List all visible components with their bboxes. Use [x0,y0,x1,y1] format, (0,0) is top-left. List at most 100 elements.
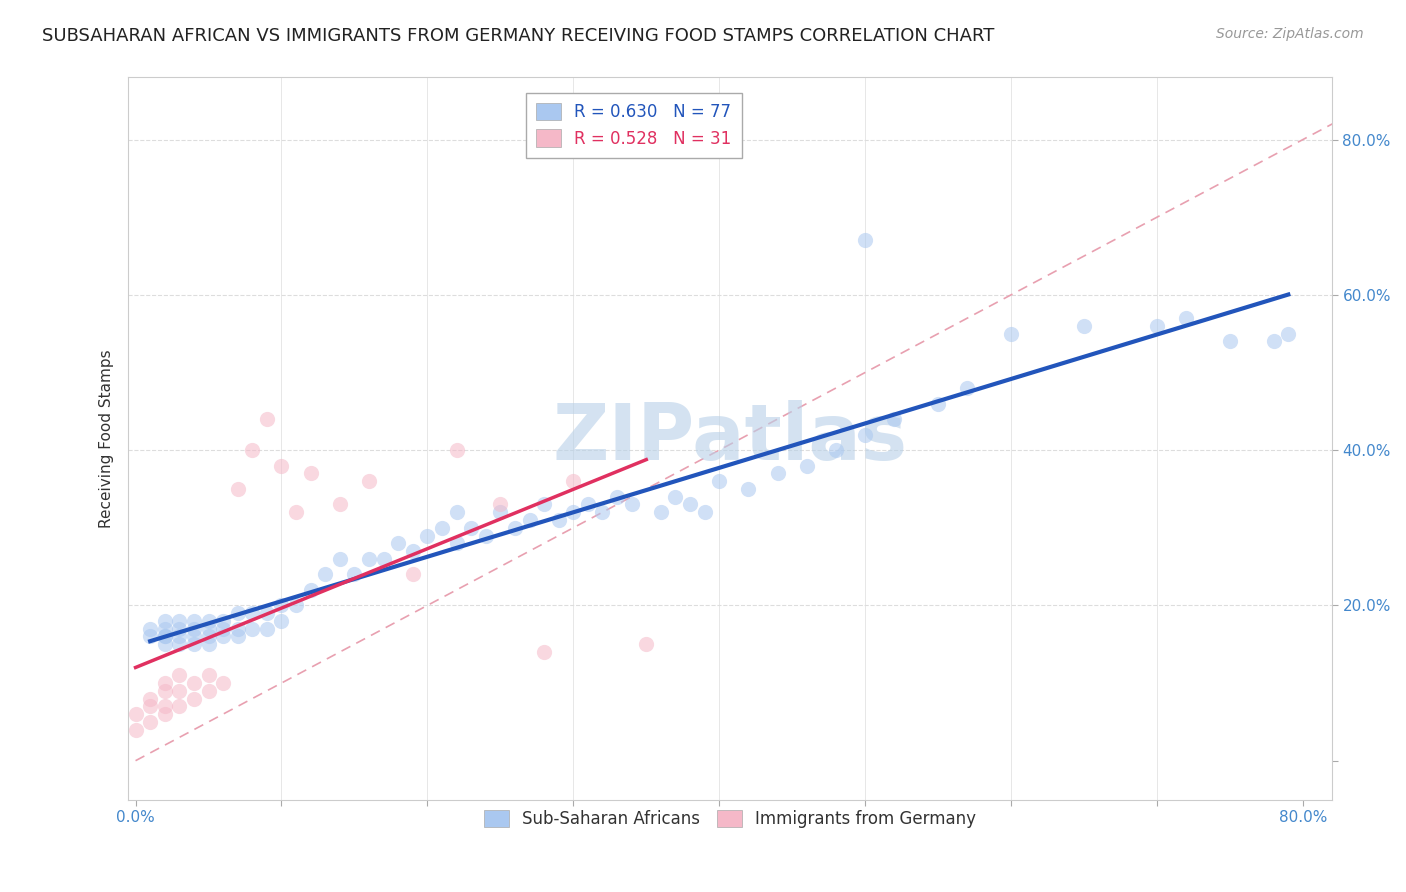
Point [489,498,512,512]
Point [853,427,876,442]
Point [357,474,380,488]
Point [796,458,818,473]
Point [169,637,191,651]
Point [956,381,979,395]
Point [139,699,162,714]
Point [1277,326,1299,341]
Y-axis label: Receiving Food Stamps: Receiving Food Stamps [100,349,114,528]
Point [169,614,191,628]
Point [853,234,876,248]
Point [153,707,176,722]
Point [766,467,789,481]
Point [270,614,292,628]
Point [153,622,176,636]
Point [183,637,205,651]
Point [1263,334,1285,349]
Point [576,498,599,512]
Point [693,505,716,519]
Point [562,474,585,488]
Point [592,505,614,519]
Point [183,691,205,706]
Point [1073,318,1095,333]
Point [299,467,322,481]
Point [1146,318,1168,333]
Point [169,699,191,714]
Point [620,498,643,512]
Point [256,622,278,636]
Point [139,691,162,706]
Point [183,622,205,636]
Point [387,536,409,550]
Point [1000,326,1022,341]
Point [883,412,905,426]
Point [329,498,352,512]
Point [460,521,482,535]
Point [489,505,512,519]
Point [737,482,759,496]
Point [709,474,731,488]
Point [197,622,219,636]
Point [183,676,205,690]
Point [169,668,191,682]
Point [139,630,162,644]
Point [240,622,263,636]
Point [430,521,453,535]
Point [197,683,219,698]
Point [226,482,249,496]
Point [197,668,219,682]
Legend: Sub-Saharan Africans, Immigrants from Germany: Sub-Saharan Africans, Immigrants from Ge… [477,803,983,835]
Point [270,458,292,473]
Point [153,676,176,690]
Point [664,490,686,504]
Point [139,714,162,729]
Point [212,630,235,644]
Point [446,505,468,519]
Point [256,412,278,426]
Point [562,505,585,519]
Point [169,630,191,644]
Point [124,723,146,737]
Point [153,637,176,651]
Point [124,707,146,722]
Point [285,599,308,613]
Point [197,630,219,644]
Point [402,544,425,558]
Point [212,622,235,636]
Point [285,505,308,519]
Text: Source: ZipAtlas.com: Source: ZipAtlas.com [1216,27,1364,41]
Text: ZIPatlas: ZIPatlas [553,401,908,476]
Point [533,498,555,512]
Point [927,396,949,410]
Point [650,505,672,519]
Point [402,567,425,582]
Point [474,528,496,542]
Point [373,551,395,566]
Point [547,513,569,527]
Point [226,622,249,636]
Point [1175,311,1198,326]
Point [357,551,380,566]
Point [153,630,176,644]
Point [343,567,366,582]
Point [270,599,292,613]
Point [1219,334,1241,349]
Point [153,614,176,628]
Point [606,490,628,504]
Point [212,614,235,628]
Point [329,551,352,566]
Point [169,683,191,698]
Point [153,630,176,644]
Text: SUBSAHARAN AFRICAN VS IMMIGRANTS FROM GERMANY RECEIVING FOOD STAMPS CORRELATION : SUBSAHARAN AFRICAN VS IMMIGRANTS FROM GE… [42,27,994,45]
Point [226,606,249,620]
Point [503,521,526,535]
Point [825,443,848,458]
Point [256,606,278,620]
Point [519,513,541,527]
Point [299,582,322,597]
Point [314,567,336,582]
Point [139,622,162,636]
Point [416,528,439,542]
Point [197,614,219,628]
Point [169,622,191,636]
Point [212,676,235,690]
